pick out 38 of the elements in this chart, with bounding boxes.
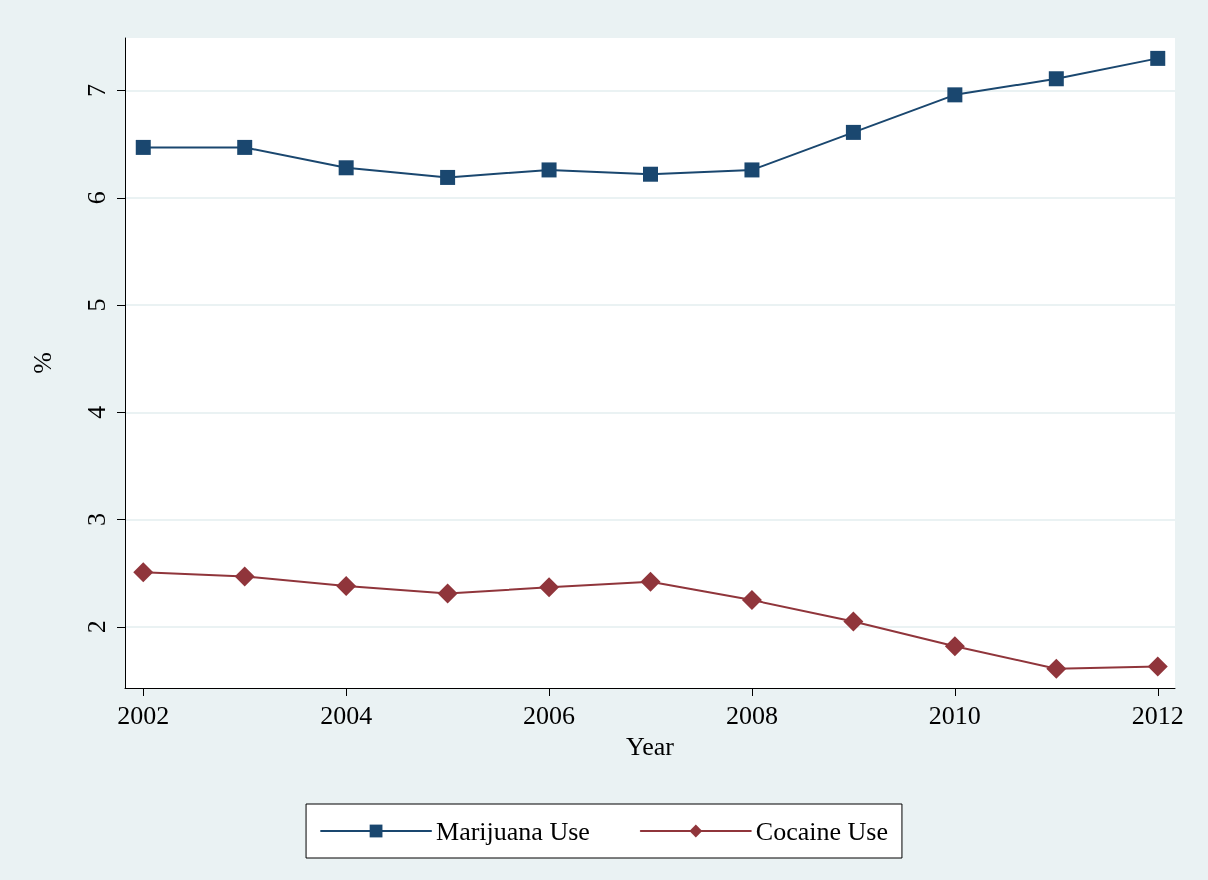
y-tick-label: 7 <box>81 84 111 98</box>
point <box>1147 656 1168 677</box>
point <box>1048 71 1064 87</box>
legend-label: Marijuana Use <box>436 816 590 846</box>
point <box>845 124 861 140</box>
point <box>947 87 963 103</box>
legend-label: Cocaine Use <box>755 816 888 846</box>
point <box>336 576 357 597</box>
point <box>133 562 154 583</box>
x-tick-label: 2012 <box>1131 700 1184 730</box>
y-tick-label: 2 <box>81 620 111 634</box>
x-tick-label: 2010 <box>928 700 981 730</box>
point <box>1046 658 1067 679</box>
point <box>234 566 255 587</box>
y-axis-title: % <box>27 352 57 374</box>
point <box>1150 50 1166 66</box>
point <box>643 166 659 182</box>
point <box>437 583 458 604</box>
x-tick-label: 2008 <box>725 700 778 730</box>
y-tick-label: 4 <box>81 405 111 419</box>
x-tick-label: 2004 <box>320 700 373 730</box>
point <box>843 611 864 632</box>
point <box>741 590 762 611</box>
point <box>338 160 354 176</box>
point <box>744 162 760 178</box>
x-axis-title: Year <box>626 731 675 761</box>
x-tick-label: 2006 <box>523 700 576 730</box>
y-tick-label: 6 <box>81 191 111 205</box>
point <box>440 169 456 185</box>
point <box>539 577 560 598</box>
point <box>541 162 557 178</box>
point <box>135 139 151 155</box>
x-tick-label: 2002 <box>117 700 170 730</box>
point <box>944 636 965 657</box>
point <box>640 571 661 592</box>
y-tick-label: 5 <box>81 298 111 312</box>
point <box>237 139 253 155</box>
y-tick-label: 3 <box>81 513 111 527</box>
